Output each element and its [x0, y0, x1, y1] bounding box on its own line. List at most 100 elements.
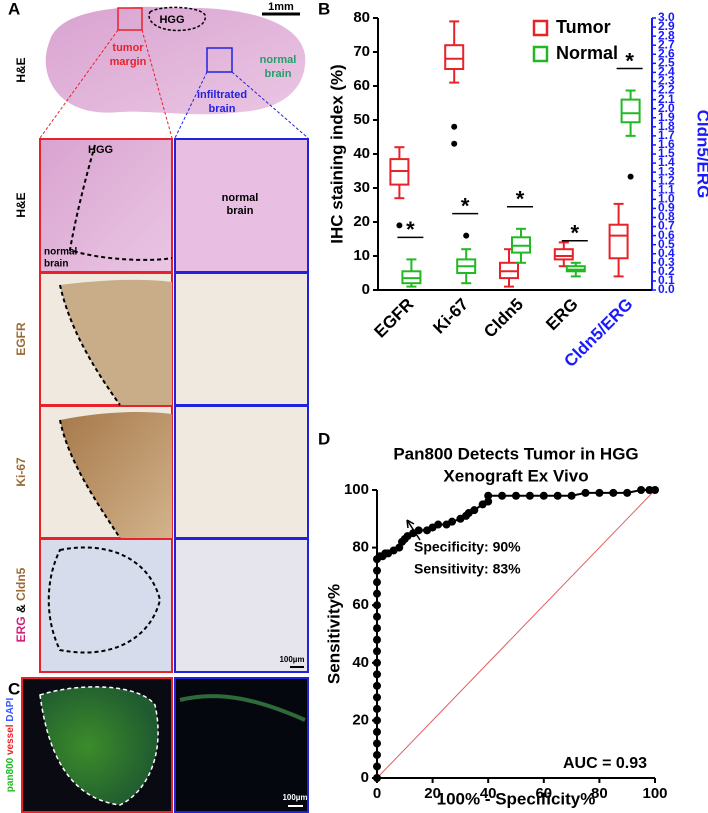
y2-tick-label: 2.1 — [658, 92, 675, 106]
roc-point — [567, 491, 576, 500]
y2-tick-label: 1.1 — [658, 182, 675, 196]
roc-point — [373, 566, 381, 575]
inset — [39, 538, 173, 673]
stain-label: pan800 vessel DAPI — [5, 698, 16, 793]
vessel-band — [179, 694, 306, 722]
annotation: HGG — [88, 144, 113, 156]
margin-outline — [59, 419, 121, 539]
roc-point — [470, 506, 479, 515]
chart-title: Pan800 Detects Tumor in HGG — [393, 444, 638, 463]
roc-point — [484, 497, 493, 506]
roc-point — [525, 491, 534, 500]
row-label: ERG & Cldn5 — [14, 567, 28, 642]
x-axis-label: 100% - Specificity% — [437, 789, 596, 808]
y-tick-label: 60 — [352, 596, 369, 613]
significance-star: * — [625, 48, 634, 73]
row-label: H&E — [14, 57, 28, 82]
y2-tick-label: 2.7 — [658, 37, 675, 51]
x-tick-label: EGFR — [371, 295, 418, 342]
brain-section — [45, 6, 306, 115]
roc-point — [623, 488, 632, 497]
roc-point — [373, 750, 381, 759]
row-label: Ki-67 — [14, 457, 28, 487]
roc-point — [609, 488, 618, 497]
panel-label: B — [318, 0, 330, 18]
roc-point — [651, 486, 659, 494]
panel-label: A — [8, 0, 20, 18]
y2-tick-label: 0.6 — [658, 228, 675, 242]
stain-part: pan800 — [5, 757, 16, 792]
y2-tick-label: 0.3 — [658, 255, 675, 269]
outlier — [451, 123, 458, 130]
roc-point — [637, 486, 646, 494]
x-tick-label: 40 — [480, 785, 497, 802]
y2-tick-label: 3.0 — [658, 10, 675, 24]
annotation: AUC = 0.93 — [563, 755, 647, 772]
y-tick-label: 30 — [353, 179, 370, 196]
annotation: brain — [265, 68, 292, 80]
roc-point — [373, 716, 381, 725]
roc-point — [498, 491, 507, 500]
y-tick-label: 0 — [361, 769, 369, 786]
roc-point — [373, 670, 381, 679]
annotation: normal — [260, 54, 297, 66]
x-tick-label: 60 — [535, 785, 552, 802]
y2-tick-label: 0.4 — [658, 246, 675, 260]
y2-tick-label: 0.7 — [658, 219, 675, 233]
roc-point — [645, 486, 654, 494]
y-tick-label: 10 — [353, 247, 370, 264]
panel-label: D — [318, 429, 330, 448]
annotation: margin — [110, 56, 147, 68]
y-tick-label: 0 — [362, 281, 370, 298]
y2-tick-label: 0.9 — [658, 201, 675, 215]
stain-part: vessel — [5, 724, 16, 755]
y2-tick-label: 2.0 — [658, 101, 675, 115]
roc-point — [373, 774, 381, 782]
annotation: brain — [209, 103, 236, 115]
y2-tick-label: 0.8 — [658, 210, 675, 224]
x-tick-label: ERG — [542, 295, 581, 334]
row-label-part: & — [14, 604, 28, 613]
zoom-line — [141, 29, 173, 139]
y-tick-label: 20 — [352, 711, 369, 728]
y2-tick-label: 1.0 — [658, 192, 675, 206]
y-axis-label: Sensitivity% — [324, 584, 343, 684]
significance-star: * — [461, 193, 470, 218]
y2-tick-label: 2.6 — [658, 46, 675, 60]
y2-tick-label: 2.2 — [658, 83, 675, 97]
y2-tick-label: 0.5 — [658, 237, 675, 251]
y2-tick-label: 1.6 — [658, 137, 675, 151]
margin-box — [117, 7, 143, 31]
y-tick-label: 20 — [353, 213, 370, 230]
y2-tick-label: 2.8 — [658, 28, 675, 42]
roc-point — [373, 589, 381, 598]
outlier — [451, 140, 458, 147]
inset — [174, 272, 309, 406]
chart-title: Xenograft Ex Vivo — [443, 466, 588, 485]
roc-point — [373, 635, 381, 644]
significance-star: * — [571, 221, 580, 246]
y2-tick-label: 0.1 — [658, 273, 675, 287]
y-axis-label: IHC staining index (%) — [327, 64, 346, 243]
x-tick-label: Ki-67 — [429, 295, 472, 338]
y-tick-label: 100 — [344, 481, 369, 498]
legend-swatch — [532, 45, 549, 63]
annotation: normal — [222, 192, 259, 204]
roc-point — [373, 578, 381, 587]
y2-tick-label: 2.3 — [658, 74, 675, 88]
inset — [174, 405, 309, 539]
infiltrated-box — [206, 47, 233, 73]
annotation: normal — [44, 247, 78, 258]
row-label: H&E — [14, 192, 28, 217]
y2-tick-label: 1.4 — [658, 155, 675, 169]
annotation: brain — [44, 259, 68, 270]
roc-point — [512, 491, 520, 500]
x-tick-label: 80 — [591, 785, 608, 802]
inset — [174, 138, 309, 273]
pan800-area — [40, 686, 159, 805]
y-tick-label: 80 — [353, 9, 370, 26]
scale-label: 1mm — [268, 1, 294, 13]
panel-label: C — [8, 679, 20, 698]
y2-tick-label: 1.8 — [658, 119, 675, 133]
